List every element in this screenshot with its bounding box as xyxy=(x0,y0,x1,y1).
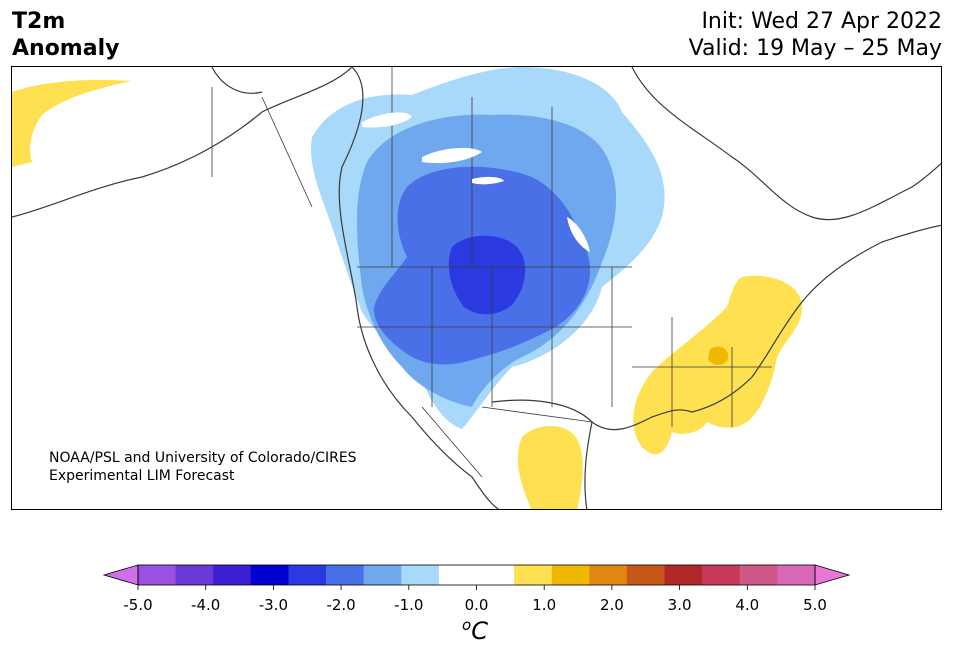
colorbar-bin xyxy=(213,565,252,585)
title-line-variable: T2m xyxy=(12,9,66,34)
colorbar-tick-label: -2.0 xyxy=(326,596,355,614)
unit-degree: o xyxy=(462,616,472,634)
colorbar-tick-label: 3.0 xyxy=(668,596,692,614)
date-info: Init: Wed 27 Apr 2022 Valid: 19 May – 25… xyxy=(689,8,942,62)
colorbar-tick-label: -5.0 xyxy=(123,596,152,614)
plot-title: T2m Anomaly xyxy=(12,8,119,62)
colorbar-tick-label: 1.0 xyxy=(532,596,556,614)
political-borders xyxy=(211,67,772,478)
colorbar: -5.0 -4.0 -3.0 -2.0 -1.0 0.0 1.0 2.0 3.0 4.0 5.0 xyxy=(102,564,851,614)
colorbar-bin xyxy=(250,565,289,585)
anomaly-orange-spot xyxy=(708,346,729,365)
colorbar-tick-label: 4.0 xyxy=(735,596,759,614)
colorbar-bin xyxy=(514,565,553,585)
colorbar-bin xyxy=(363,565,402,585)
colorbar-tick-label: 0.0 xyxy=(465,596,489,614)
colorbar-bin xyxy=(777,565,816,585)
colorbar-bin xyxy=(476,565,515,585)
colorbar-high-extend xyxy=(814,564,851,586)
title-line-anomaly: Anomaly xyxy=(12,36,120,61)
credit-line-1: NOAA/PSL and University of Colorado/CIRE… xyxy=(49,450,357,466)
colorbar-bin xyxy=(138,565,177,585)
colorbar-tick-label: -4.0 xyxy=(191,596,220,614)
forecast-credit: NOAA/PSL and University of Colorado/CIRE… xyxy=(49,449,357,485)
colorbar-tick-label: -3.0 xyxy=(259,596,288,614)
colorbar-tick-label: 2.0 xyxy=(600,596,624,614)
init-date: Init: Wed 27 Apr 2022 xyxy=(701,9,942,34)
colorbar-bin xyxy=(401,565,440,585)
credit-line-2: Experimental LIM Forecast xyxy=(49,468,235,484)
colorbar-bin xyxy=(288,565,327,585)
anomaly-yellow-mexico xyxy=(517,426,583,509)
colorbar-bin xyxy=(702,565,741,585)
anomaly-yellow-alaska xyxy=(12,79,132,167)
anomaly-map xyxy=(11,66,942,510)
anomaly-deep-blue-region xyxy=(448,235,526,315)
colorbar-bin xyxy=(551,565,590,585)
colorbar-unit: oC xyxy=(462,616,488,645)
colorbar-low-extend xyxy=(102,564,139,586)
colorbar-ticks: -5.0 -4.0 -3.0 -2.0 -1.0 0.0 1.0 2.0 3.0 4.0 5.0 xyxy=(123,585,827,614)
colorbar-bin xyxy=(739,565,778,585)
colorbar-bin xyxy=(626,565,666,585)
colorbar-bin xyxy=(438,565,477,585)
lakes xyxy=(362,112,590,252)
valid-range: Valid: 19 May – 25 May xyxy=(688,36,942,61)
colorbar-tick-label: -1.0 xyxy=(394,596,423,614)
colorbar-bin xyxy=(326,565,365,585)
colorbar-bin xyxy=(175,565,214,585)
colorbar-bin xyxy=(589,565,628,585)
colorbar-bins xyxy=(138,565,816,585)
map-canvas xyxy=(12,67,941,509)
colorbar-tick-label: 5.0 xyxy=(803,596,827,614)
unit-celsius: C xyxy=(471,617,488,645)
coastlines xyxy=(12,67,941,509)
colorbar-bin xyxy=(664,565,703,585)
